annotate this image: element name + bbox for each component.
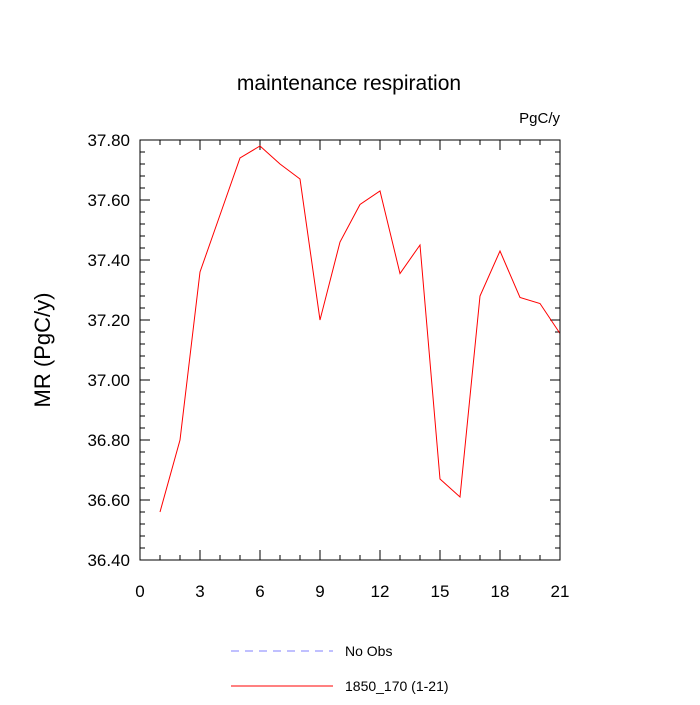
y-ticks: 36.40 36.60 36.80 37.00 37.20 37.40 37.60 37.80 — [87, 131, 560, 570]
series-line — [159, 145, 561, 513]
plot-frame — [139, 139, 561, 561]
y-tick-label: 37.20 — [87, 311, 130, 330]
y-tick-label: 36.80 — [87, 431, 130, 450]
x-tick-label: 0 — [135, 582, 144, 601]
y-tick-label: 37.80 — [87, 131, 130, 150]
legend-label: No Obs — [345, 643, 392, 659]
y-tick-label: 36.60 — [87, 491, 130, 510]
y-tick-label: 37.00 — [87, 371, 130, 390]
series-layer — [159, 145, 561, 513]
legend: No Obs 1850_170 (1-21) — [231, 643, 449, 694]
x-tick-label: 21 — [551, 582, 570, 601]
x-tick-label: 15 — [431, 582, 450, 601]
y-tick-label: 37.60 — [87, 191, 130, 210]
units-label: PgC/y — [519, 110, 560, 127]
x-ticks: 0 3 6 9 12 15 18 21 — [135, 140, 569, 601]
y-tick-label: 37.40 — [87, 251, 130, 270]
chart-title: maintenance respiration — [237, 72, 461, 95]
x-tick-label: 6 — [255, 582, 264, 601]
legend-label: 1850_170 (1-21) — [345, 678, 449, 694]
x-tick-label: 12 — [371, 582, 390, 601]
y-axis-label: MR (PgC/y) — [30, 293, 55, 408]
x-tick-label: 9 — [315, 582, 324, 601]
x-tick-label: 18 — [491, 582, 510, 601]
x-tick-label: 3 — [195, 582, 204, 601]
y-tick-label: 36.40 — [87, 551, 130, 570]
